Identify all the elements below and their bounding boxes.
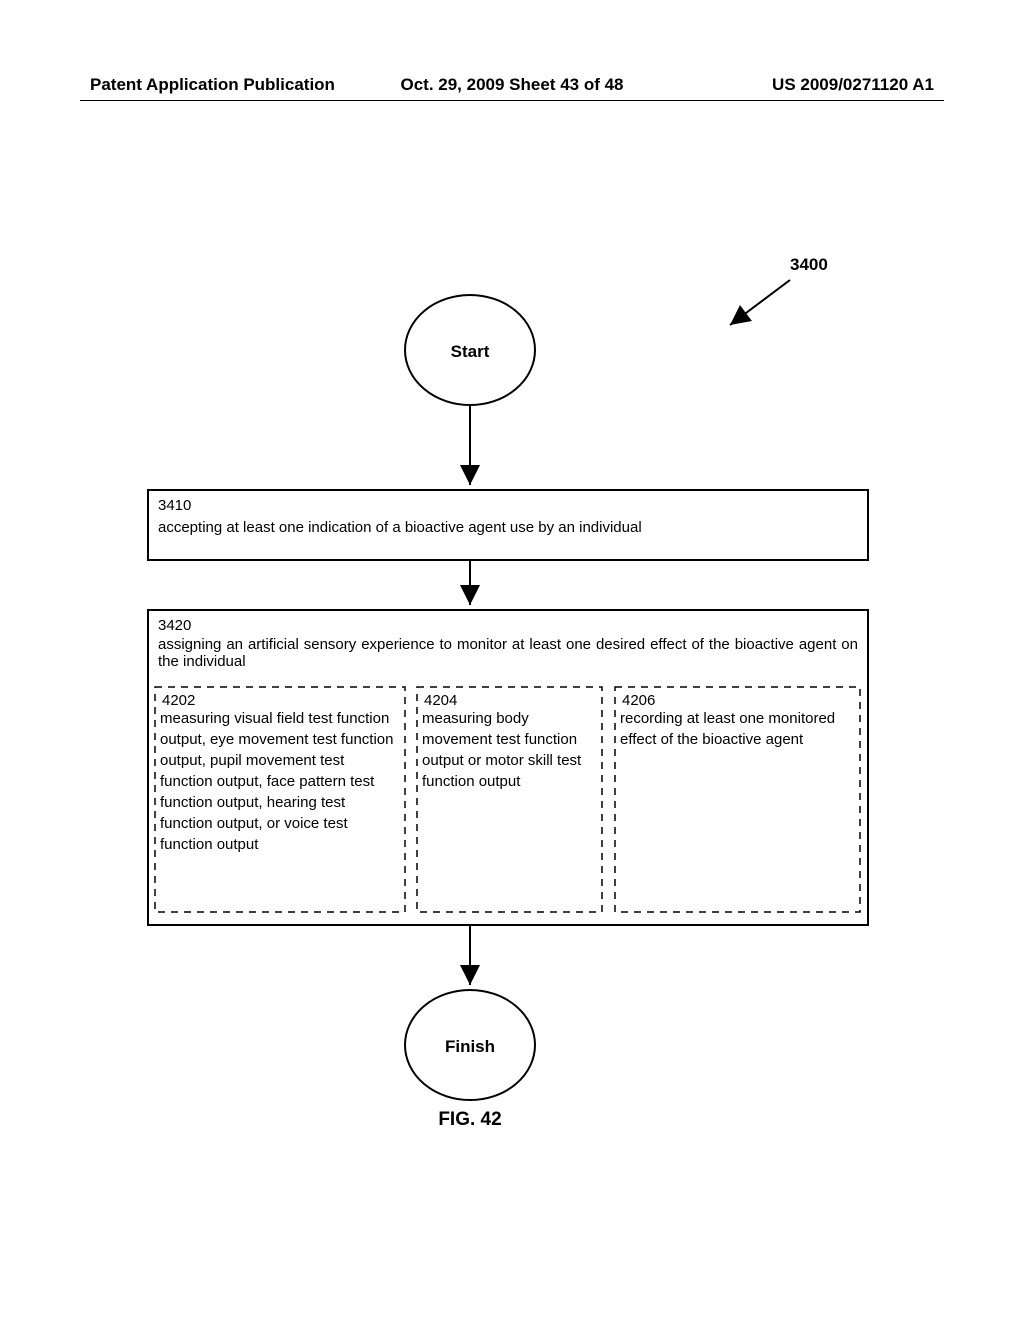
figure-caption: FIG. 42: [438, 1109, 501, 1130]
box-3420-id: 3420: [158, 617, 191, 634]
ref-arrow: [730, 280, 790, 325]
start-label: Start: [451, 342, 490, 361]
box-3410-id: 3410: [158, 497, 191, 514]
box-3420-text: assigning an artificial sensory experien…: [158, 636, 858, 670]
box-3410-text: accepting at least one indication of a b…: [158, 519, 642, 536]
ref-number: 3400: [790, 255, 828, 274]
finish-label: Finish: [445, 1037, 495, 1056]
flowchart-svg: 3400 Start 3410 accepting at least one i…: [0, 0, 1024, 1320]
subbox-4204-id: 4204: [424, 692, 457, 709]
subbox-4202-id: 4202: [162, 692, 195, 709]
subbox-4206-id: 4206: [622, 692, 655, 709]
subbox-4204-text: measuring body movement test function ou…: [422, 708, 597, 792]
subbox-4206-text: recording at least one monitored effect …: [620, 708, 855, 750]
subbox-4202-text: measuring visual field test function out…: [160, 708, 400, 855]
